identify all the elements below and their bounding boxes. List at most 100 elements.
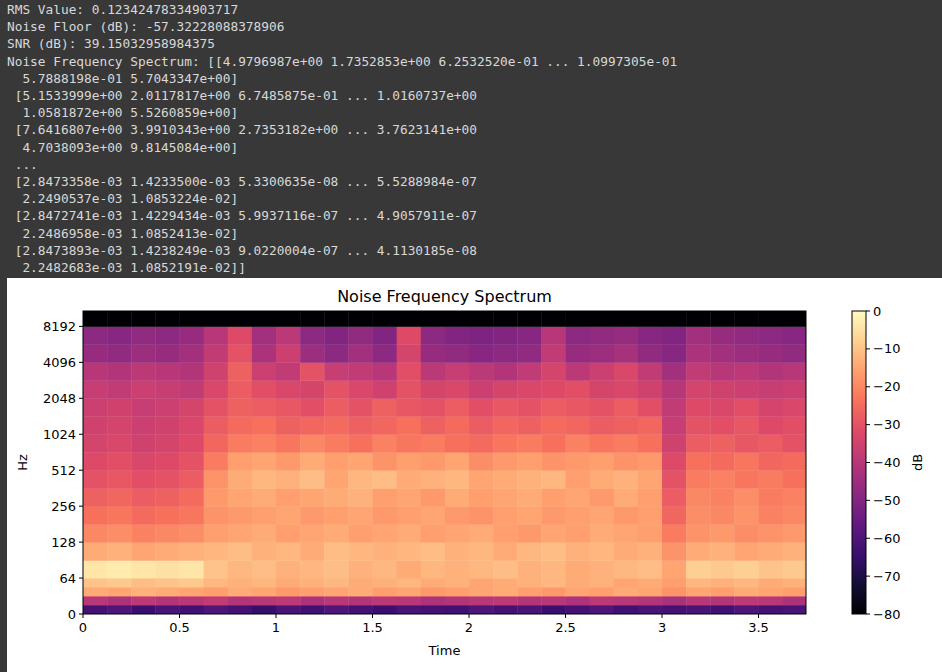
cell: [686, 560, 711, 578]
cell: [469, 560, 494, 578]
cell: [566, 488, 591, 506]
cell: [517, 344, 542, 362]
cell: [421, 311, 446, 327]
cell: [662, 506, 687, 524]
output-area: RMS Value: 0.12342478334903717Noise Floo…: [0, 0, 942, 278]
cell: [276, 470, 301, 488]
cell: [493, 344, 518, 362]
cell: [204, 380, 229, 398]
x-tick: [83, 614, 84, 618]
cell: [734, 596, 759, 605]
cell: [662, 470, 687, 488]
cell: [276, 362, 301, 380]
cell: [759, 488, 784, 506]
cell: [83, 596, 108, 605]
cell: [517, 605, 542, 614]
cell: [131, 344, 156, 362]
cell: [469, 416, 494, 434]
cell: [324, 488, 349, 506]
x-tick-label: 0.5: [169, 620, 190, 635]
cell: [541, 470, 566, 488]
cell: [590, 398, 615, 416]
cell: [469, 524, 494, 542]
cell: [180, 416, 205, 434]
cell: [783, 326, 806, 344]
cell: [566, 605, 591, 614]
cell: [469, 344, 494, 362]
cell: [252, 344, 277, 362]
cell: [710, 398, 735, 416]
cell: [469, 398, 494, 416]
cell: [566, 560, 591, 578]
cell: [276, 326, 301, 344]
cell: [204, 326, 229, 344]
cell: [155, 506, 180, 524]
cell: [783, 524, 806, 542]
cell: [734, 416, 759, 434]
cell: [83, 344, 108, 362]
cell: [180, 560, 205, 578]
cell: [421, 587, 446, 596]
cell: [83, 506, 108, 524]
colorbar-tick: [866, 424, 870, 425]
cell: [566, 470, 591, 488]
cell: [590, 587, 615, 596]
cell: [590, 362, 615, 380]
cell: [493, 587, 518, 596]
cell: [155, 380, 180, 398]
cell: [445, 362, 470, 380]
cell: [493, 362, 518, 380]
cell: [614, 596, 639, 605]
cell: [783, 398, 806, 416]
cell: [373, 560, 398, 578]
cell: [300, 311, 325, 327]
y-tick-label: 4096: [43, 355, 76, 370]
y-tick-label: 8192: [43, 319, 76, 334]
cell: [276, 596, 301, 605]
cell: [517, 506, 542, 524]
cell: [107, 326, 132, 344]
cell: [180, 398, 205, 416]
cell: [686, 434, 711, 452]
cell: [252, 542, 277, 561]
cell: [421, 596, 446, 605]
cell: [541, 524, 566, 542]
cell: [83, 326, 108, 344]
y-tick-label: 2048: [43, 391, 76, 406]
cell: [710, 506, 735, 524]
cell: [710, 362, 735, 380]
cell: [421, 380, 446, 398]
cell: [83, 524, 108, 542]
cell: [638, 587, 663, 596]
cell: [276, 605, 301, 614]
cell: [759, 416, 784, 434]
cell: [734, 311, 759, 327]
cell: [638, 596, 663, 605]
cell: [324, 470, 349, 488]
cell: [252, 452, 277, 470]
colorbar-tick-label: −80: [873, 607, 900, 622]
cell: [131, 380, 156, 398]
cell: [107, 362, 132, 380]
cell: [421, 578, 446, 587]
cell: [638, 344, 663, 362]
cell: [252, 416, 277, 434]
y-tick-label: 256: [51, 499, 76, 514]
cell: [783, 434, 806, 452]
cell: [638, 542, 663, 561]
cell: [590, 326, 615, 344]
cell: [397, 452, 422, 470]
y-tick: [79, 506, 83, 507]
cell: [517, 380, 542, 398]
cell: [324, 542, 349, 561]
cell: [493, 434, 518, 452]
cell: [397, 362, 422, 380]
output-line: RMS Value: 0.12342478334903717: [7, 1, 238, 18]
cell: [324, 362, 349, 380]
cell: [783, 488, 806, 506]
cell: [421, 344, 446, 362]
cell: [252, 605, 277, 614]
cell: [324, 452, 349, 470]
cell: [107, 524, 132, 542]
cell: [228, 506, 253, 524]
